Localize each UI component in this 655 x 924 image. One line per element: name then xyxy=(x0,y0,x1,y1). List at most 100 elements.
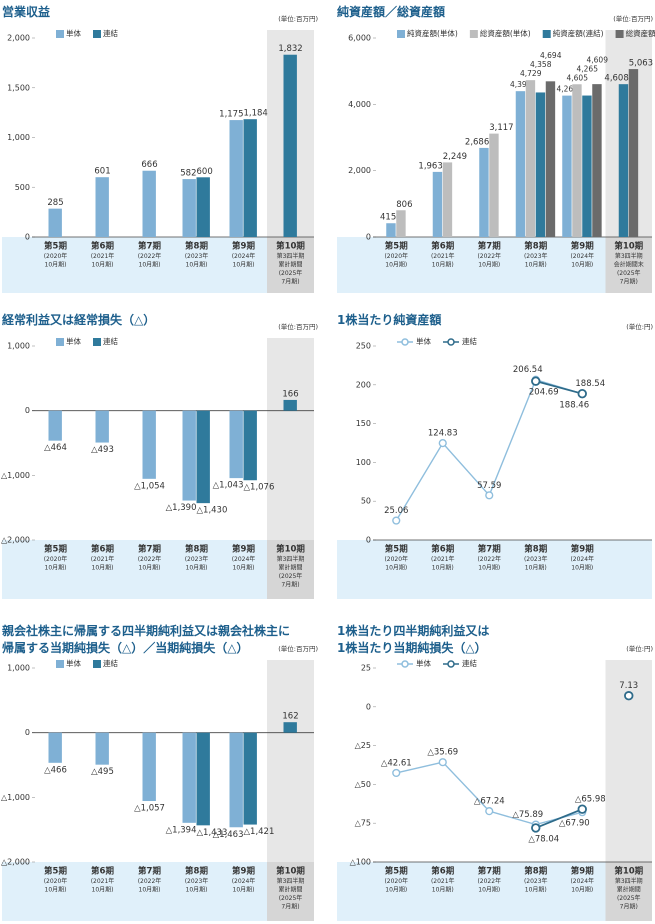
value-label: △1,463 xyxy=(213,830,244,840)
marker xyxy=(531,376,541,386)
bar xyxy=(196,177,210,237)
bar xyxy=(479,147,489,237)
value-label: 188.46 xyxy=(559,400,589,410)
value-label: 1,175 xyxy=(219,110,243,120)
value-label: △493 xyxy=(91,445,114,455)
bar xyxy=(572,84,582,237)
value-label: 1,963 xyxy=(418,161,442,171)
bar xyxy=(142,170,156,237)
value-label: △1,430 xyxy=(197,506,228,516)
category-note: (2024年 10月期) xyxy=(570,877,594,894)
x-tick-label: 第6期 xyxy=(91,866,114,877)
category-note: (2024年 10月期) xyxy=(570,252,594,269)
value-label: 4,605 xyxy=(567,73,589,82)
chart-title: 経常利益又は経常損失（△） xyxy=(2,312,155,327)
category-note: (2024年 10月期) xyxy=(232,877,256,894)
value-label: △67.24 xyxy=(474,797,505,807)
shaded-column xyxy=(267,660,314,862)
bar xyxy=(182,179,196,237)
category-note: (2022年 10月期) xyxy=(477,252,501,269)
category-band xyxy=(2,237,314,293)
legend-swatch xyxy=(93,660,101,668)
x-tick-label: 第9期 xyxy=(571,241,594,252)
bar xyxy=(95,177,109,237)
x-tick-label: 第5期 xyxy=(385,544,408,555)
shaded-column-label xyxy=(605,237,652,293)
bar xyxy=(48,732,62,763)
bar xyxy=(283,722,297,733)
value-label: △464 xyxy=(44,443,67,453)
value-label: 4,265 xyxy=(577,64,599,73)
legend-label: 純資産額(連結) xyxy=(553,28,604,38)
bar xyxy=(515,91,526,237)
unit-label: (単位:百万円) xyxy=(278,644,318,653)
x-tick-label: 第9期 xyxy=(571,866,594,877)
y-tick-label: 1,000 xyxy=(7,133,30,142)
line xyxy=(395,378,583,521)
bar xyxy=(182,732,196,823)
legend-swatch xyxy=(542,30,551,38)
x-tick-label: 第7期 xyxy=(478,544,501,555)
legend-label: 単体 xyxy=(66,658,81,668)
legend-marker xyxy=(447,338,455,346)
value-label: 666 xyxy=(141,160,157,170)
category-note: 第3四半期累計期間(2025年 7月期) xyxy=(277,252,305,286)
marker xyxy=(438,758,447,767)
bar xyxy=(182,410,196,501)
y-tick-label: △100 xyxy=(350,858,371,867)
y-tick-label: 200 xyxy=(356,380,371,389)
bar xyxy=(229,410,243,479)
unit-label: (単位:百万円) xyxy=(278,322,318,331)
y-tick-label: △2,000 xyxy=(1,536,30,545)
legend-marker xyxy=(447,660,455,668)
y-tick-label: 25 xyxy=(361,664,371,673)
bar xyxy=(283,54,297,237)
value-label: 2,249 xyxy=(443,152,467,162)
y-tick-label: 6,000 xyxy=(348,34,371,43)
line xyxy=(535,808,583,829)
bar xyxy=(386,223,396,237)
bar xyxy=(142,410,156,479)
x-tick-label: 第7期 xyxy=(138,866,161,877)
value-label: 601 xyxy=(94,167,110,177)
bar xyxy=(196,732,210,826)
category-band xyxy=(2,862,314,921)
marker xyxy=(392,768,401,778)
category-note: (2023年 10月期) xyxy=(524,252,548,269)
legend-label: 連結 xyxy=(462,658,477,668)
value-label: 206.54 xyxy=(513,365,543,375)
value-label: 4,397 xyxy=(510,80,532,89)
category-note: (2022年 10月期) xyxy=(138,555,162,572)
value-label: △1,043 xyxy=(213,481,244,491)
legend-label: 単体 xyxy=(66,336,81,346)
legend-marker xyxy=(401,660,409,668)
x-tick-label: 第10期 xyxy=(276,241,305,252)
y-tick-label: 250 xyxy=(356,342,371,351)
category-note: (2024年 10月期) xyxy=(232,555,256,572)
value-label: △75.89 xyxy=(512,810,543,820)
x-tick-label: 第8期 xyxy=(185,544,208,555)
y-tick-label: △2,000 xyxy=(1,858,30,867)
value-label: △1,394 xyxy=(166,825,197,835)
value-label: △42.61 xyxy=(381,758,412,768)
value-label: △1,076 xyxy=(244,483,275,493)
category-note: (2021年 10月期) xyxy=(91,555,115,572)
unit-label: (単位:円) xyxy=(626,644,653,653)
y-tick-label: 50 xyxy=(361,497,371,506)
value-label: 162 xyxy=(282,712,298,722)
bar xyxy=(142,732,156,802)
marker xyxy=(485,491,494,500)
value-label: 204.69 xyxy=(529,388,559,398)
x-tick-label: 第7期 xyxy=(478,866,501,877)
value-label: 1,832 xyxy=(278,44,302,54)
shaded-column-label xyxy=(605,862,652,921)
x-tick-label: 第5期 xyxy=(385,241,408,252)
category-note: (2023年 10月期) xyxy=(185,252,209,269)
category-note: (2021年 10月期) xyxy=(431,877,455,894)
chart-title: 純資産額／総資産額 xyxy=(337,4,445,19)
category-note: (2020年 10月期) xyxy=(384,252,408,269)
y-tick-label: 2,000 xyxy=(348,166,371,175)
value-label: △1,054 xyxy=(134,481,165,491)
x-tick-label: 第8期 xyxy=(524,544,547,555)
shaded-column-label xyxy=(267,862,314,921)
